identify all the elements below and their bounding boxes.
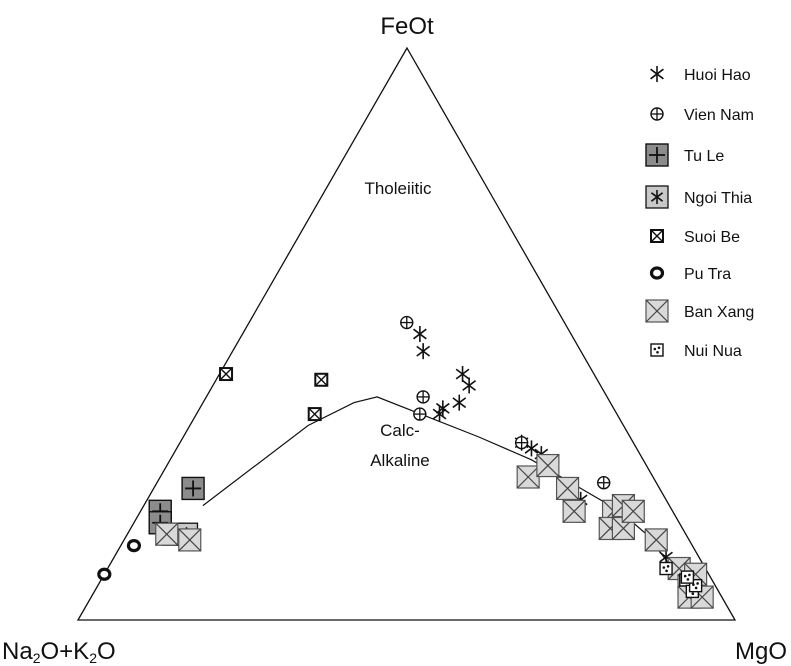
legend-item-tu-le: Tu Le (645, 143, 724, 167)
alkali-subscript-1: 2 (33, 650, 41, 666)
point-huoi-hao-5 (435, 400, 450, 417)
point-ban-xang-5 (562, 499, 586, 523)
legend-marker-suoi-be (650, 229, 664, 243)
legend-item-ban-xang: Ban Xang (645, 299, 754, 323)
legend-item-huoi-hao: Huoi Hao (650, 66, 751, 84)
ternary-triangle (76, 46, 737, 621)
region-label-alkaline: Alkaline (370, 451, 430, 470)
point-vien-nam-2 (413, 407, 427, 421)
point-ban-xang-1 (178, 528, 202, 552)
data-points (97, 315, 714, 609)
alkali-subscript-2: 2 (89, 650, 97, 666)
legend-label-ban-xang: Ban Xang (684, 304, 754, 321)
legend-item-suoi-be: Suoi Be (650, 229, 740, 246)
point-huoi-hao-2 (455, 366, 470, 383)
point-vien-nam-3 (514, 435, 529, 450)
legend-marker-tu-le (645, 143, 669, 167)
point-pu-tra-0 (126, 539, 142, 553)
point-suoi-be-2 (307, 407, 322, 422)
legend-label-vien-nam: Vien Nam (684, 107, 754, 124)
point-vien-nam-0 (400, 315, 414, 330)
legend-marker-nui-nua (650, 343, 664, 357)
alkali-part-3: O (97, 638, 116, 665)
legend-item-ngoi-thia: Ngoi Thia (645, 185, 752, 209)
legend-marker-huoi-hao (650, 66, 664, 82)
alkali-part-1: Na (2, 638, 33, 665)
legend-item-vien-nam: Vien Nam (650, 107, 754, 124)
point-vien-nam-1 (416, 390, 430, 404)
point-huoi-hao-3 (462, 377, 476, 394)
point-pu-tra-1 (97, 567, 112, 581)
legend: Huoi Hao Vien Nam Tu Le Ngoi Thia Suoi Be Pu … (645, 66, 754, 360)
legend-label-suoi-be: Suoi Be (684, 229, 740, 246)
point-ban-xang-11 (644, 528, 668, 552)
apex-label-alkali: Na2O+K2O (2, 638, 116, 666)
legend-item-pu-tra: Pu Tra (649, 266, 731, 283)
point-suoi-be-1 (314, 372, 329, 387)
point-huoi-hao-6 (432, 406, 447, 423)
legend-label-pu-tra: Pu Tra (684, 266, 731, 283)
point-nui-nua-4 (680, 570, 695, 584)
legend-label-tu-le: Tu Le (684, 148, 724, 165)
legend-label-huoi-hao: Huoi Hao (684, 67, 751, 84)
point-tu-le-0 (181, 476, 205, 501)
point-huoi-hao-1 (416, 343, 431, 360)
legend-label-nui-nua: Nui Nua (684, 343, 742, 360)
point-huoi-hao-0 (413, 326, 427, 342)
apex-label-mgo: MgO (735, 638, 787, 665)
point-ban-xang-0 (155, 522, 179, 546)
region-label-calc: Calc- (380, 421, 420, 440)
legend-label-ngoi-thia: Ngoi Thia (684, 190, 752, 207)
point-ban-xang-10 (621, 499, 645, 523)
point-ban-xang-4 (555, 476, 580, 501)
legend-marker-ban-xang (645, 299, 669, 323)
point-vien-nam-4 (597, 476, 611, 490)
point-ban-xang-9 (611, 516, 635, 541)
apex-label-feot: FeOt (380, 13, 434, 40)
point-suoi-be-0 (219, 367, 234, 382)
point-huoi-hao-4 (452, 394, 467, 411)
alkali-part-2: O+K (40, 638, 89, 665)
point-ban-xang-3 (536, 453, 560, 478)
point-ban-xang-2 (516, 465, 540, 489)
legend-marker-pu-tra (649, 266, 665, 280)
legend-marker-vien-nam (650, 107, 664, 121)
legend-item-nui-nua: Nui Nua (650, 343, 742, 360)
legend-marker-ngoi-thia (645, 185, 669, 209)
region-label-tholeiitic: Tholeiitic (364, 179, 432, 198)
point-nui-nua-0 (659, 561, 673, 576)
